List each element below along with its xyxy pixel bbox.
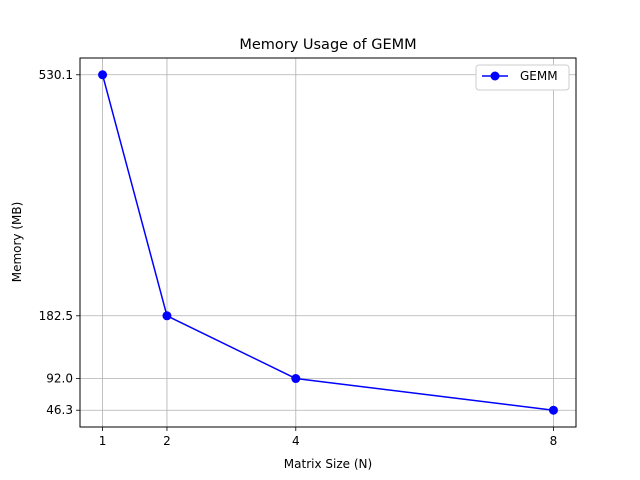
y-tick-label: 92.0 (46, 372, 73, 386)
x-axis: 1 2 4 8 (99, 427, 558, 448)
x-tick-label: 1 (99, 434, 107, 448)
x-tick-label: 4 (292, 434, 300, 448)
x-tick-label: 8 (550, 434, 558, 448)
legend-marker (490, 71, 500, 81)
data-point (548, 405, 558, 415)
series-layer (98, 70, 558, 415)
y-tick-label: 182.5 (39, 309, 73, 323)
legend-box (475, 64, 570, 91)
series-line (101, 74, 554, 411)
grid (80, 58, 576, 427)
plot-background (80, 58, 576, 427)
x-axis-title: Matrix Size (N) (284, 457, 372, 471)
legend-label: GEMM (520, 69, 558, 83)
data-point (162, 311, 172, 321)
x-tick-label: 2 (163, 434, 171, 448)
plot-area (80, 58, 576, 427)
legend: GEMM (475, 64, 570, 91)
data-point (291, 374, 301, 384)
y-tick-label: 46.3 (46, 403, 73, 417)
plot-frame (79, 57, 577, 428)
y-axis-title: Memory (MB) (10, 202, 24, 283)
data-point (98, 70, 108, 80)
y-axis: 46.3 92.0 182.5 530.1 (39, 68, 80, 417)
chart-title: Memory Usage of GEMM (239, 37, 416, 53)
y-tick-label: 530.1 (39, 68, 73, 82)
